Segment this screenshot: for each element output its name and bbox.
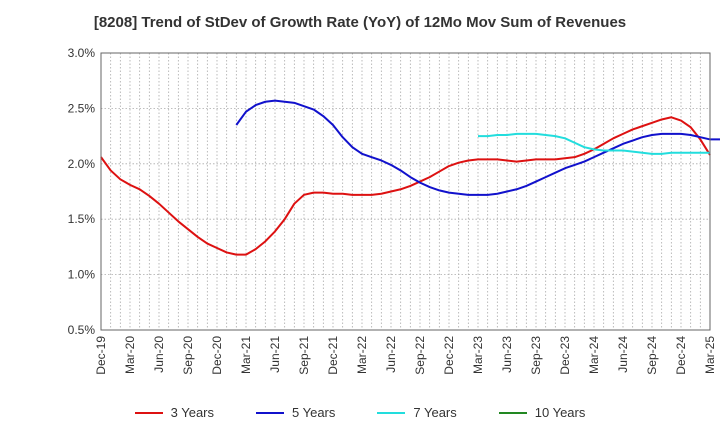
x-tick-label: Mar-25	[703, 336, 717, 374]
legend-label: 10 Years	[534, 405, 586, 420]
grid-lines	[101, 53, 710, 330]
y-tick-label: 1.0%	[68, 268, 96, 282]
x-tick-label: Sep-20	[181, 336, 195, 375]
x-axis-ticks: Dec-19 Mar-20 Jun-20 Sep-20 Dec-20 Mar-21 Jun-…	[94, 336, 717, 375]
plot-background	[101, 53, 710, 330]
x-tick-label: Sep-21	[297, 336, 311, 375]
y-tick-label: 2.5%	[68, 101, 96, 115]
legend-item: 7 Years	[377, 405, 457, 420]
x-tick-label: Jun-23	[500, 336, 514, 373]
x-tick-label: Sep-24	[645, 336, 659, 375]
y-tick-label: 3.0%	[68, 46, 96, 60]
x-tick-label: Sep-23	[529, 336, 543, 375]
legend-label: 5 Years	[292, 405, 336, 420]
x-tick-label: Dec-21	[326, 336, 340, 375]
legend-item: 10 Years	[498, 405, 586, 420]
legend-swatch	[134, 411, 163, 414]
x-tick-label: Mar-21	[239, 336, 253, 374]
legend-label: 7 Years	[413, 405, 457, 420]
x-tick-label: Jun-22	[384, 336, 398, 373]
x-tick-label: Mar-20	[123, 336, 137, 374]
series-line-7-years	[478, 132, 710, 155]
series-line-5-years	[235, 99, 720, 196]
y-tick-label: 0.5%	[68, 323, 96, 337]
x-tick-label: Dec-24	[674, 336, 688, 375]
x-tick-label: Mar-23	[471, 336, 485, 374]
legend-swatch	[377, 411, 406, 414]
x-tick-label: Jun-20	[152, 336, 166, 373]
y-tick-label: 2.0%	[68, 157, 96, 171]
series-line-3-years	[100, 116, 711, 256]
x-tick-label: Jun-21	[268, 336, 282, 373]
legend-item: 5 Years	[256, 405, 335, 420]
x-tick-label: Mar-22	[355, 336, 369, 374]
legend-item: 3 Years	[134, 405, 214, 420]
legend-label: 3 Years	[170, 405, 214, 420]
y-axis-ticks: 0.5% 1.0% 1.5% 2.0% 2.5% 3.0%	[68, 46, 96, 337]
x-tick-label: Dec-19	[94, 336, 108, 375]
x-tick-label: Dec-23	[558, 336, 572, 375]
series-lines	[100, 99, 720, 256]
legend-swatch	[498, 411, 527, 414]
x-tick-label: Jun-24	[616, 336, 630, 373]
x-tick-label: Dec-22	[442, 336, 456, 375]
y-tick-label: 1.5%	[68, 212, 96, 226]
legend-swatch	[256, 411, 284, 414]
x-tick-label: Sep-22	[413, 336, 427, 375]
chart-title: [8208] Trend of StDev of Growth Rate (Yo…	[93, 14, 627, 31]
x-tick-label: Dec-20	[210, 336, 224, 375]
plot-border	[100, 52, 711, 331]
x-tick-label: Mar-24	[587, 336, 601, 374]
legend: 3 Years 5 Years 7 Years 10 Years	[0, 405, 720, 420]
